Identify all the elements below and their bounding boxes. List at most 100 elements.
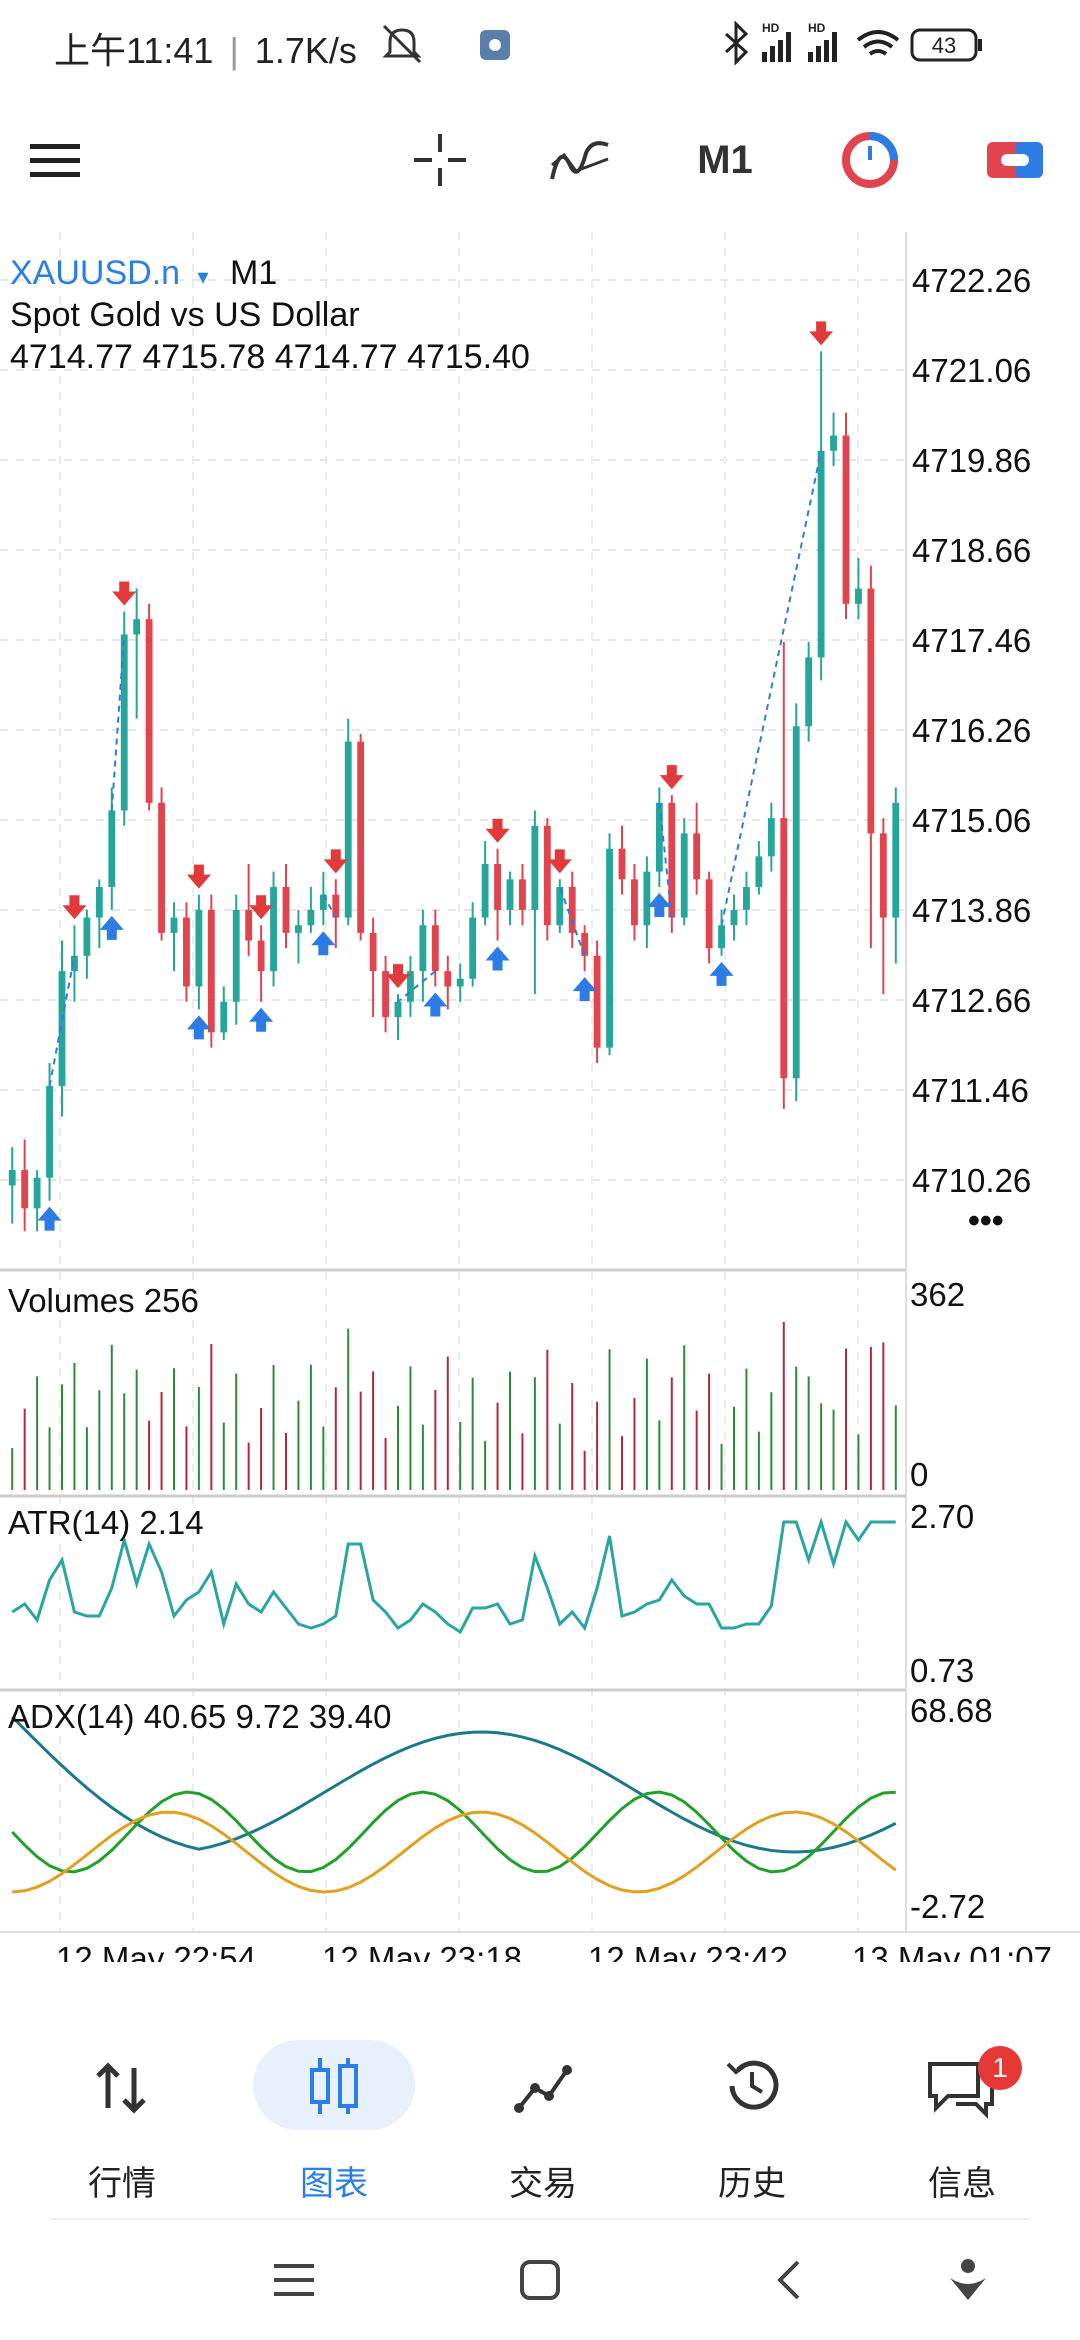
candle-body [170, 917, 178, 933]
system-navigation [0, 2222, 1080, 2340]
bottom-navigation: 行情 图表 交易 历史 1 信息 [0, 2010, 1080, 2210]
timeframe-button[interactable]: M1 [697, 137, 753, 182]
candle-body [394, 1001, 402, 1018]
candle-body [382, 971, 389, 1018]
one-click-trade-button[interactable] [830, 110, 910, 210]
trade-link [658, 802, 673, 918]
symbol-description: Spot Gold vs US Dollar [10, 296, 360, 334]
battery-level: 43 [931, 33, 957, 58]
candle-body [855, 588, 862, 604]
price-tick: 4718.66 [912, 532, 1031, 569]
crosshair-button[interactable] [400, 110, 480, 210]
price-tick: 4712.66 [912, 982, 1031, 1019]
chart-candles-icon [310, 2058, 358, 2114]
bluetooth-icon [724, 20, 749, 66]
candle-body [469, 917, 477, 979]
price-tick: 4717.46 [912, 622, 1031, 659]
sell-arrow-icon [809, 321, 834, 346]
assistant-icon[interactable] [946, 2256, 990, 2304]
chart-toolbar: M1 [0, 110, 1080, 210]
adx-series [11, 1715, 897, 1854]
buy-arrow-icon [647, 892, 672, 917]
ohlc-values: 4714.77 4715.78 4714.77 4715.40 [10, 338, 530, 376]
sell-arrow-icon [485, 818, 510, 843]
candle-body [257, 940, 265, 972]
svg-text:HD: HD [808, 21, 826, 35]
time-tick: 13 May 01:07 [852, 1940, 1052, 1962]
nav-messages[interactable]: 1 信息 [854, 2010, 1070, 2210]
candle-body [481, 864, 489, 918]
nav-label: 交易 [509, 2164, 577, 2204]
sell-arrow-icon [547, 849, 572, 874]
buy-arrow-icon [99, 915, 124, 940]
candle-body [419, 925, 427, 972]
adx-series [12, 1810, 897, 1894]
sell-arrow-icon [249, 895, 274, 920]
more-options-button[interactable]: ••• [968, 1202, 1004, 1240]
toggle-icon [987, 142, 1043, 178]
candle-body [606, 848, 613, 1048]
chart-symbol-line[interactable]: XAUUSD.n ▾ M1 [10, 254, 277, 292]
candle-body [232, 909, 240, 1002]
candle-body [95, 886, 103, 918]
symbol-name: XAUUSD.n [10, 254, 180, 292]
candle-body [680, 833, 688, 918]
trade-link [397, 970, 436, 1003]
nav-chart[interactable]: 图表 [226, 2010, 442, 2210]
chart-area[interactable]: 4722.26 4721.06 4719.86 4718.66 4717.46 … [0, 232, 1080, 1977]
notification-badge: 1 [978, 2046, 1022, 2090]
indicators-button[interactable] [540, 110, 620, 210]
sell-arrow-icon [659, 765, 684, 790]
quotes-arrows-icon [96, 2062, 146, 2114]
adx-max: 68.68 [910, 1692, 993, 1729]
chart-timeframe: M1 [230, 254, 277, 292]
trade-link [558, 886, 586, 957]
candle-body [581, 932, 589, 956]
price-tick: 4715.06 [912, 802, 1031, 839]
atr-min: 0.73 [910, 1652, 974, 1689]
mute-icon [382, 24, 510, 64]
candle-body [755, 856, 763, 887]
nav-trade[interactable]: 交易 [435, 2010, 651, 2210]
candle-body [46, 1085, 53, 1178]
clock-text: 上午11:41 [54, 30, 214, 71]
buy-arrow-icon [311, 931, 336, 956]
symbol-caret: ▾ [198, 264, 209, 289]
candle-body [879, 833, 887, 918]
menu-button[interactable] [20, 110, 90, 210]
adx-min: -2.72 [910, 1888, 985, 1925]
candle-body [805, 657, 813, 727]
trade-line-icon [514, 2065, 572, 2113]
price-tick: 4710.26 [912, 1162, 1031, 1199]
chart-canvas[interactable]: 4722.26 4721.06 4719.86 4718.66 4717.46 … [0, 232, 1080, 1977]
crosshair-icon [414, 134, 466, 186]
candle-body [207, 909, 215, 1033]
history-clock-icon [726, 2060, 779, 2110]
sell-arrow-icon [62, 895, 87, 920]
volumes-max: 362 [910, 1276, 965, 1313]
time-tick: 12 May 22:54 [56, 1940, 256, 1962]
nav-quotes[interactable]: 行情 [14, 2010, 230, 2210]
time-tick: 12 May 23:18 [322, 1940, 522, 1962]
nav-history[interactable]: 历史 [644, 2010, 860, 2210]
quick-trade-toggle[interactable] [970, 110, 1060, 210]
candle-body [767, 818, 775, 857]
adx-label: ADX(14) 40.65 9.72 39.40 [8, 1698, 391, 1735]
atr-label: ATR(14) 2.14 [8, 1504, 204, 1541]
candle-body [307, 909, 315, 926]
atr-max: 2.70 [910, 1498, 974, 1535]
signal-hd-icon-2: HD [808, 21, 837, 62]
volume-bars [11, 1322, 897, 1490]
back-icon[interactable] [768, 2258, 812, 2302]
candle-body [568, 886, 576, 933]
home-icon[interactable] [518, 2258, 562, 2302]
candle-body [369, 932, 377, 972]
candle-body [593, 955, 601, 1048]
menu-icon[interactable] [272, 2258, 316, 2302]
candle-body [830, 435, 837, 451]
candle-body [444, 971, 452, 987]
candle-body [543, 825, 551, 926]
system-status-icons: HD HD [724, 20, 982, 66]
buy-arrow-icon [186, 1015, 211, 1040]
nav-label: 行情 [88, 2164, 156, 2204]
